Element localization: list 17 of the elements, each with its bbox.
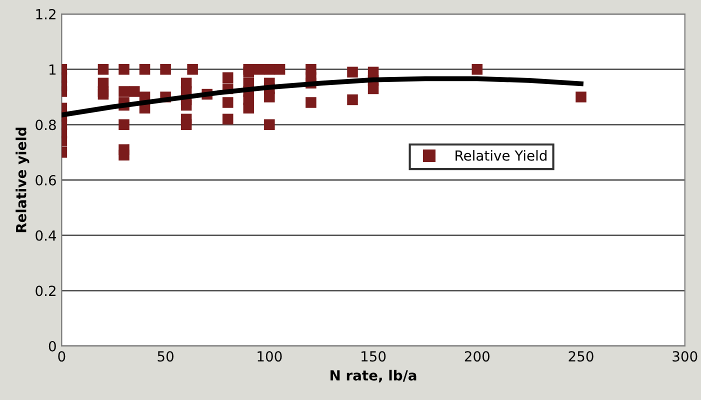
y-tick-label: 0.8	[36, 120, 56, 130]
x-tick-label: 150	[362, 351, 386, 362]
y-tick-label: 0.4	[36, 230, 56, 241]
x-axis-title: N rate, lb/a	[330, 370, 416, 382]
y-tick-label: 0	[48, 340, 56, 352]
x-tick-label: 100	[258, 351, 282, 362]
y-axis-title: Relative yield	[16, 128, 30, 232]
y-tick-label: 0.2	[36, 286, 56, 296]
y-tick-label: 1.2	[36, 8, 56, 20]
y-tick-label: 0.6	[36, 174, 56, 186]
x-tick-label: 250	[568, 351, 594, 362]
x-tick-label: 200	[464, 351, 490, 362]
x-tick-label: 300	[672, 351, 698, 362]
legend-label: Relative Yield	[456, 150, 546, 161]
x-tick-label: 0	[58, 351, 66, 362]
x-tick-label: 50	[158, 351, 174, 362]
y-tick-label: 1	[50, 64, 56, 75]
